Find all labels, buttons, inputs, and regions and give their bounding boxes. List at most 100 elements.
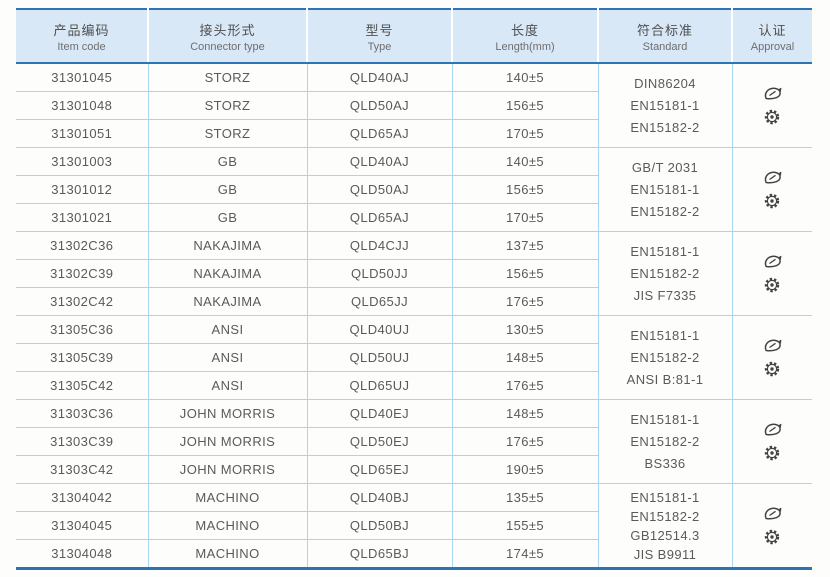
column-header-standard: 符合标准 Standard <box>597 9 732 64</box>
connector-type-cell: MACHINO <box>147 539 307 569</box>
table-row: 31303C42 JOHN MORRIS QLD65EJ 190±5 <box>16 455 812 484</box>
header-zh: 接头形式 <box>199 22 256 38</box>
header-en: Approval <box>750 40 795 53</box>
type-cell: QLD65EJ <box>306 455 452 484</box>
standard-line: EN15182-2 <box>630 433 700 449</box>
standards-cell: EN15181-1 EN15182-2 GB12514.3 JIS B9911 <box>597 483 732 569</box>
connector-type-cell: STORZ <box>147 119 307 148</box>
length-cell: 190±5 <box>451 455 598 484</box>
connector-type-cell: NAKAJIMA <box>147 259 307 288</box>
type-cell: QLD65AJ <box>306 203 452 232</box>
item-code-cell: 31301051 <box>16 119 148 148</box>
standard-line: EN15181-1 <box>630 327 700 343</box>
approval-cell <box>731 63 812 148</box>
wheel-mark-icon <box>764 361 780 377</box>
length-cell: 130±5 <box>451 315 598 344</box>
item-code-cell: 31301045 <box>16 63 148 92</box>
standard-line: EN15182-2 <box>630 203 700 219</box>
type-cell: QLD65JJ <box>306 287 452 316</box>
table-row: 31303C36 JOHN MORRIS QLD40EJ 148±5 EN151… <box>16 399 812 484</box>
wheel-mark-icon <box>764 109 780 125</box>
connector-type-cell: ANSI <box>147 315 307 344</box>
standard-line: GB/T 2031 <box>631 159 699 175</box>
standard-line: ANSI B:81-1 <box>626 371 704 387</box>
standard-line: EN15182-2 <box>630 265 700 281</box>
length-cell: 170±5 <box>451 203 598 232</box>
standard-line: JIS B9911 <box>633 546 697 562</box>
table-row: 31305C42 ANSI QLD65UJ 176±5 <box>16 371 812 400</box>
connector-type-cell: GB <box>147 203 307 232</box>
standard-line: BS336 <box>644 455 686 471</box>
item-code-cell: 31305C39 <box>16 343 148 372</box>
connector-type-cell: ANSI <box>147 371 307 400</box>
length-cell: 148±5 <box>451 343 598 372</box>
length-cell: 137±5 <box>451 231 598 260</box>
length-cell: 140±5 <box>451 63 598 92</box>
standard-line: JIS F7335 <box>633 287 697 303</box>
wheel-mark-icon <box>764 529 780 545</box>
type-cell: QLD50EJ <box>306 427 452 456</box>
standard-line: EN15181-1 <box>630 97 700 113</box>
item-code-cell: 31304042 <box>16 483 148 512</box>
table-row: 31304048 MACHINO QLD65BJ 174±5 <box>16 539 812 569</box>
approval-cell <box>731 231 812 316</box>
group-ansi: 31305C36 ANSI QLD40UJ 130±5 EN15181-1 EN… <box>16 315 812 400</box>
standards-cell: EN15181-1 EN15182-2 ANSI B:81-1 <box>597 315 732 400</box>
standards-cell: EN15181-1 EN15182-2 BS336 <box>597 399 732 484</box>
standard-line: EN15182-2 <box>630 508 700 524</box>
type-cell: QLD40AJ <box>306 63 452 92</box>
column-header-connector-type: 接头形式 Connector type <box>147 9 307 64</box>
table-row: 31302C36 NAKAJIMA QLD4CJJ 137±5 EN15181-… <box>16 231 812 316</box>
table-row: 31301012 GB QLD50AJ 156±5 <box>16 175 812 204</box>
connector-type-cell: GB <box>147 147 307 176</box>
type-cell: QLD40AJ <box>306 147 452 176</box>
header-zh: 长度 <box>510 22 539 38</box>
header-zh: 符合标准 <box>636 22 693 38</box>
table-row: 31305C36 ANSI QLD40UJ 130±5 EN15181-1 EN… <box>16 315 812 400</box>
connector-type-cell: JOHN MORRIS <box>147 427 307 456</box>
standard-line: EN15182-2 <box>630 349 700 365</box>
standard-line: GB12514.3 <box>630 527 700 543</box>
length-cell: 170±5 <box>451 119 598 148</box>
table-row: 31301051 STORZ QLD65AJ 170±5 <box>16 119 812 148</box>
item-code-cell: 31302C42 <box>16 287 148 316</box>
group-gb: 31301003 GB QLD40AJ 140±5 GB/T 2031 EN15… <box>16 147 812 232</box>
item-code-cell: 31301048 <box>16 91 148 120</box>
type-cell: QLD40EJ <box>306 399 452 428</box>
product-spec-table: 产品编码 Item code 接头形式 Connector type 型号 Ty… <box>16 8 812 570</box>
header-zh: 产品编码 <box>53 22 110 38</box>
length-cell: 174±5 <box>451 539 598 569</box>
length-cell: 148±5 <box>451 399 598 428</box>
table-row: 31302C42 NAKAJIMA QLD65JJ 176±5 <box>16 287 812 316</box>
certification-logo-icon <box>763 86 782 100</box>
wheel-mark-icon <box>764 277 780 293</box>
header-en: Connector type <box>190 40 265 53</box>
table-row: 31305C39 ANSI QLD50UJ 148±5 <box>16 343 812 372</box>
standard-line: EN15181-1 <box>630 489 700 505</box>
wheel-mark-icon <box>764 193 780 209</box>
column-header-type: 型号 Type <box>306 9 452 64</box>
table-row: 31301003 GB QLD40AJ 140±5 GB/T 2031 EN15… <box>16 147 812 232</box>
type-cell: QLD50JJ <box>306 259 452 288</box>
standards-cell: GB/T 2031 EN15181-1 EN15182-2 <box>597 147 732 232</box>
type-cell: QLD40BJ <box>306 483 452 512</box>
length-cell: 176±5 <box>451 427 598 456</box>
connector-type-cell: NAKAJIMA <box>147 287 307 316</box>
header-en: Type <box>367 40 392 53</box>
connector-type-cell: STORZ <box>147 91 307 120</box>
type-cell: QLD4CJJ <box>306 231 452 260</box>
item-code-cell: 31301003 <box>16 147 148 176</box>
table-row: 31302C39 NAKAJIMA QLD50JJ 156±5 <box>16 259 812 288</box>
certification-logo-icon <box>763 338 782 352</box>
length-cell: 176±5 <box>451 287 598 316</box>
item-code-cell: 31301012 <box>16 175 148 204</box>
approval-cell <box>731 147 812 232</box>
type-cell: QLD65BJ <box>306 539 452 569</box>
header-zh: 认证 <box>758 22 787 38</box>
header-zh: 型号 <box>365 22 394 38</box>
item-code-cell: 31304045 <box>16 511 148 540</box>
type-cell: QLD65AJ <box>306 119 452 148</box>
standard-line: EN15181-1 <box>630 181 700 197</box>
certification-logo-icon <box>763 422 782 436</box>
item-code-cell: 31303C42 <box>16 455 148 484</box>
